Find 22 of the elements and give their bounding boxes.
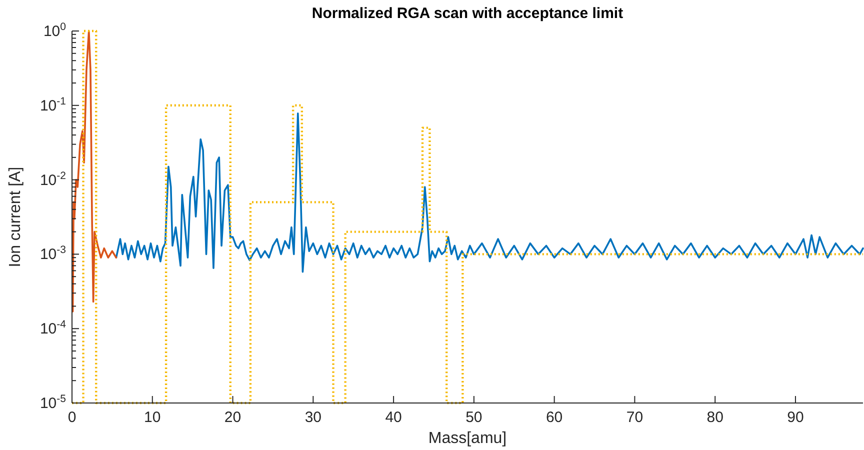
x-tick-label: 40 bbox=[385, 409, 402, 426]
x-tick-label: 60 bbox=[546, 409, 563, 426]
x-tick-label: 0 bbox=[68, 409, 76, 426]
line-series bbox=[70, 30, 864, 404]
y-tick-label: 10$^{-1}$ bbox=[40, 95, 66, 114]
y-tick-label: 10$^{-3}$ bbox=[40, 244, 66, 264]
line-series bbox=[115, 112, 864, 273]
x-tick-label: 20 bbox=[224, 409, 242, 426]
y-tick-label: 10$^{0}$ bbox=[43, 21, 66, 40]
y-tick-label: 10$^{-5}$ bbox=[40, 393, 66, 412]
x-tick-label: 90 bbox=[787, 409, 804, 426]
line-series bbox=[72, 30, 118, 312]
x-tick-label: 10 bbox=[144, 409, 161, 426]
x-tick-label: 50 bbox=[466, 409, 482, 426]
x-tick-label: 30 bbox=[304, 409, 322, 426]
y-axis-title: Ion current [A] bbox=[7, 166, 24, 268]
y-tick-label: 10$^{-2}$ bbox=[40, 170, 66, 189]
x-axis-title: Mass[amu] bbox=[428, 430, 507, 447]
chart-title: Normalized RGA scan with acceptance limit bbox=[312, 5, 624, 22]
x-tick-label: 80 bbox=[706, 409, 724, 426]
y-tick-label: 10$^{-4}$ bbox=[40, 318, 66, 338]
x-tick-label: 70 bbox=[626, 409, 644, 426]
